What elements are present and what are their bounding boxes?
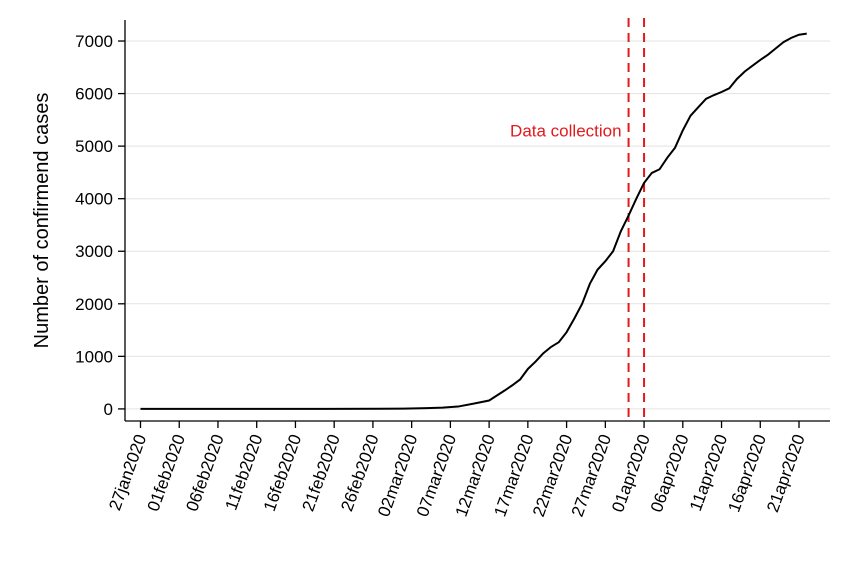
y-tick-label: 3000 (75, 242, 113, 261)
x-tick-label: 21feb2020 (299, 432, 344, 514)
x-tick-label: 16feb2020 (260, 432, 305, 514)
data-collection-lines (627, 18, 646, 421)
annotation-label: Data collection (510, 121, 622, 140)
x-tick-label: 11apr2020 (686, 432, 731, 514)
x-tick-label: 11feb2020 (222, 432, 267, 513)
y-axis-ticks: 0 1000 2000 3000 4000 5000 6000 7000 (75, 32, 125, 419)
x-tick-label: 06feb2020 (182, 432, 227, 514)
x-tick-label: 06apr2020 (647, 432, 693, 515)
y-tick-label: 0 (104, 400, 113, 419)
x-tick-label: 27jan2020 (105, 432, 150, 513)
x-tick-label: 01feb2020 (144, 432, 189, 514)
y-tick-label: 1000 (75, 347, 113, 366)
x-tick-label: 01apr2020 (608, 432, 654, 515)
y-axis-title: Number of confirmend cases (31, 93, 53, 349)
y-tick-label: 2000 (75, 295, 113, 314)
y-tick-label: 5000 (75, 137, 113, 156)
x-tick-label: 16apr2020 (724, 432, 770, 515)
gridlines (125, 40, 830, 410)
x-axis-ticks: 27jan202001feb202006feb202011feb202016fe… (105, 421, 809, 519)
series-line (140, 32, 807, 410)
y-tick-label: 6000 (75, 85, 113, 104)
y-tick-label: 7000 (75, 32, 113, 51)
x-tick-label: 21apr2020 (763, 432, 809, 515)
x-tick-label: 26feb2020 (337, 432, 382, 514)
y-tick-label: 4000 (75, 190, 113, 209)
